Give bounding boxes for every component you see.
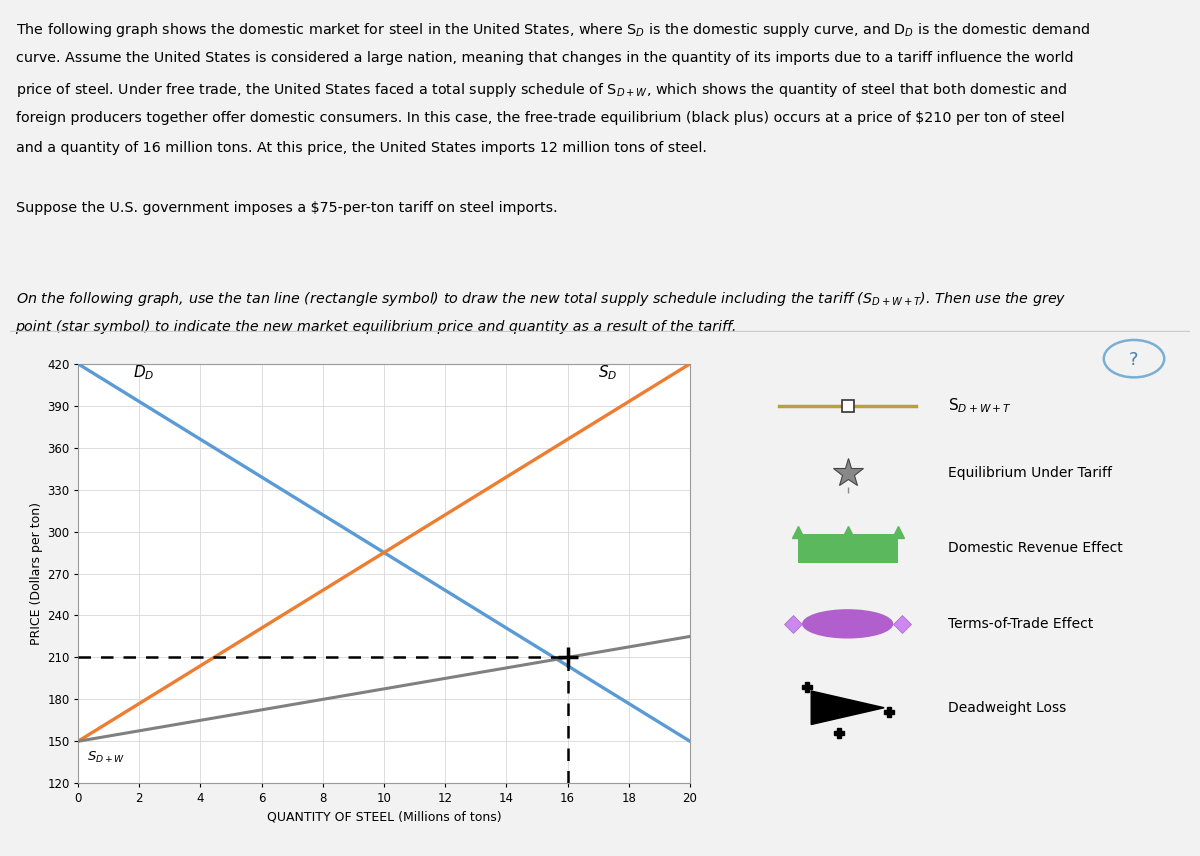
Text: point (star symbol) to indicate the new market equilibrium price and quantity as: point (star symbol) to indicate the new … bbox=[16, 320, 737, 334]
Text: foreign producers together offer domestic consumers. In this case, the free-trad: foreign producers together offer domesti… bbox=[16, 111, 1064, 125]
Text: Terms-of-Trade Effect: Terms-of-Trade Effect bbox=[948, 617, 1093, 631]
Text: and a quantity of 16 million tons. At this price, the United States imports 12 m: and a quantity of 16 million tons. At th… bbox=[16, 141, 707, 155]
Text: S$_{D+W+T}$: S$_{D+W+T}$ bbox=[948, 396, 1012, 415]
Text: On the following graph, use the tan line (rectangle symbol) to draw the new tota: On the following graph, use the tan line… bbox=[16, 290, 1066, 308]
Text: $D_D$: $D_D$ bbox=[133, 364, 155, 383]
Polygon shape bbox=[811, 691, 884, 724]
Text: ?: ? bbox=[1129, 351, 1139, 369]
Y-axis label: PRICE (Dollars per ton): PRICE (Dollars per ton) bbox=[30, 502, 43, 645]
Text: price of steel. Under free trade, the United States faced a total supply schedul: price of steel. Under free trade, the Un… bbox=[16, 81, 1067, 99]
Text: Suppose the U.S. government imposes a $75-per-ton tariff on steel imports.: Suppose the U.S. government imposes a $7… bbox=[16, 200, 557, 215]
Text: Domestic Revenue Effect: Domestic Revenue Effect bbox=[948, 541, 1123, 556]
FancyBboxPatch shape bbox=[798, 533, 898, 563]
Text: Equilibrium Under Tariff: Equilibrium Under Tariff bbox=[948, 466, 1112, 480]
Text: $S_D$: $S_D$ bbox=[599, 364, 618, 383]
X-axis label: QUANTITY OF STEEL (Millions of tons): QUANTITY OF STEEL (Millions of tons) bbox=[266, 810, 502, 823]
Text: Deadweight Loss: Deadweight Loss bbox=[948, 701, 1067, 715]
Ellipse shape bbox=[802, 609, 893, 639]
Text: $S_{D+W}$: $S_{D+W}$ bbox=[88, 750, 126, 765]
Text: The following graph shows the domestic market for steel in the United States, wh: The following graph shows the domestic m… bbox=[16, 21, 1090, 39]
Text: curve. Assume the United States is considered a large nation, meaning that chang: curve. Assume the United States is consi… bbox=[16, 51, 1073, 65]
